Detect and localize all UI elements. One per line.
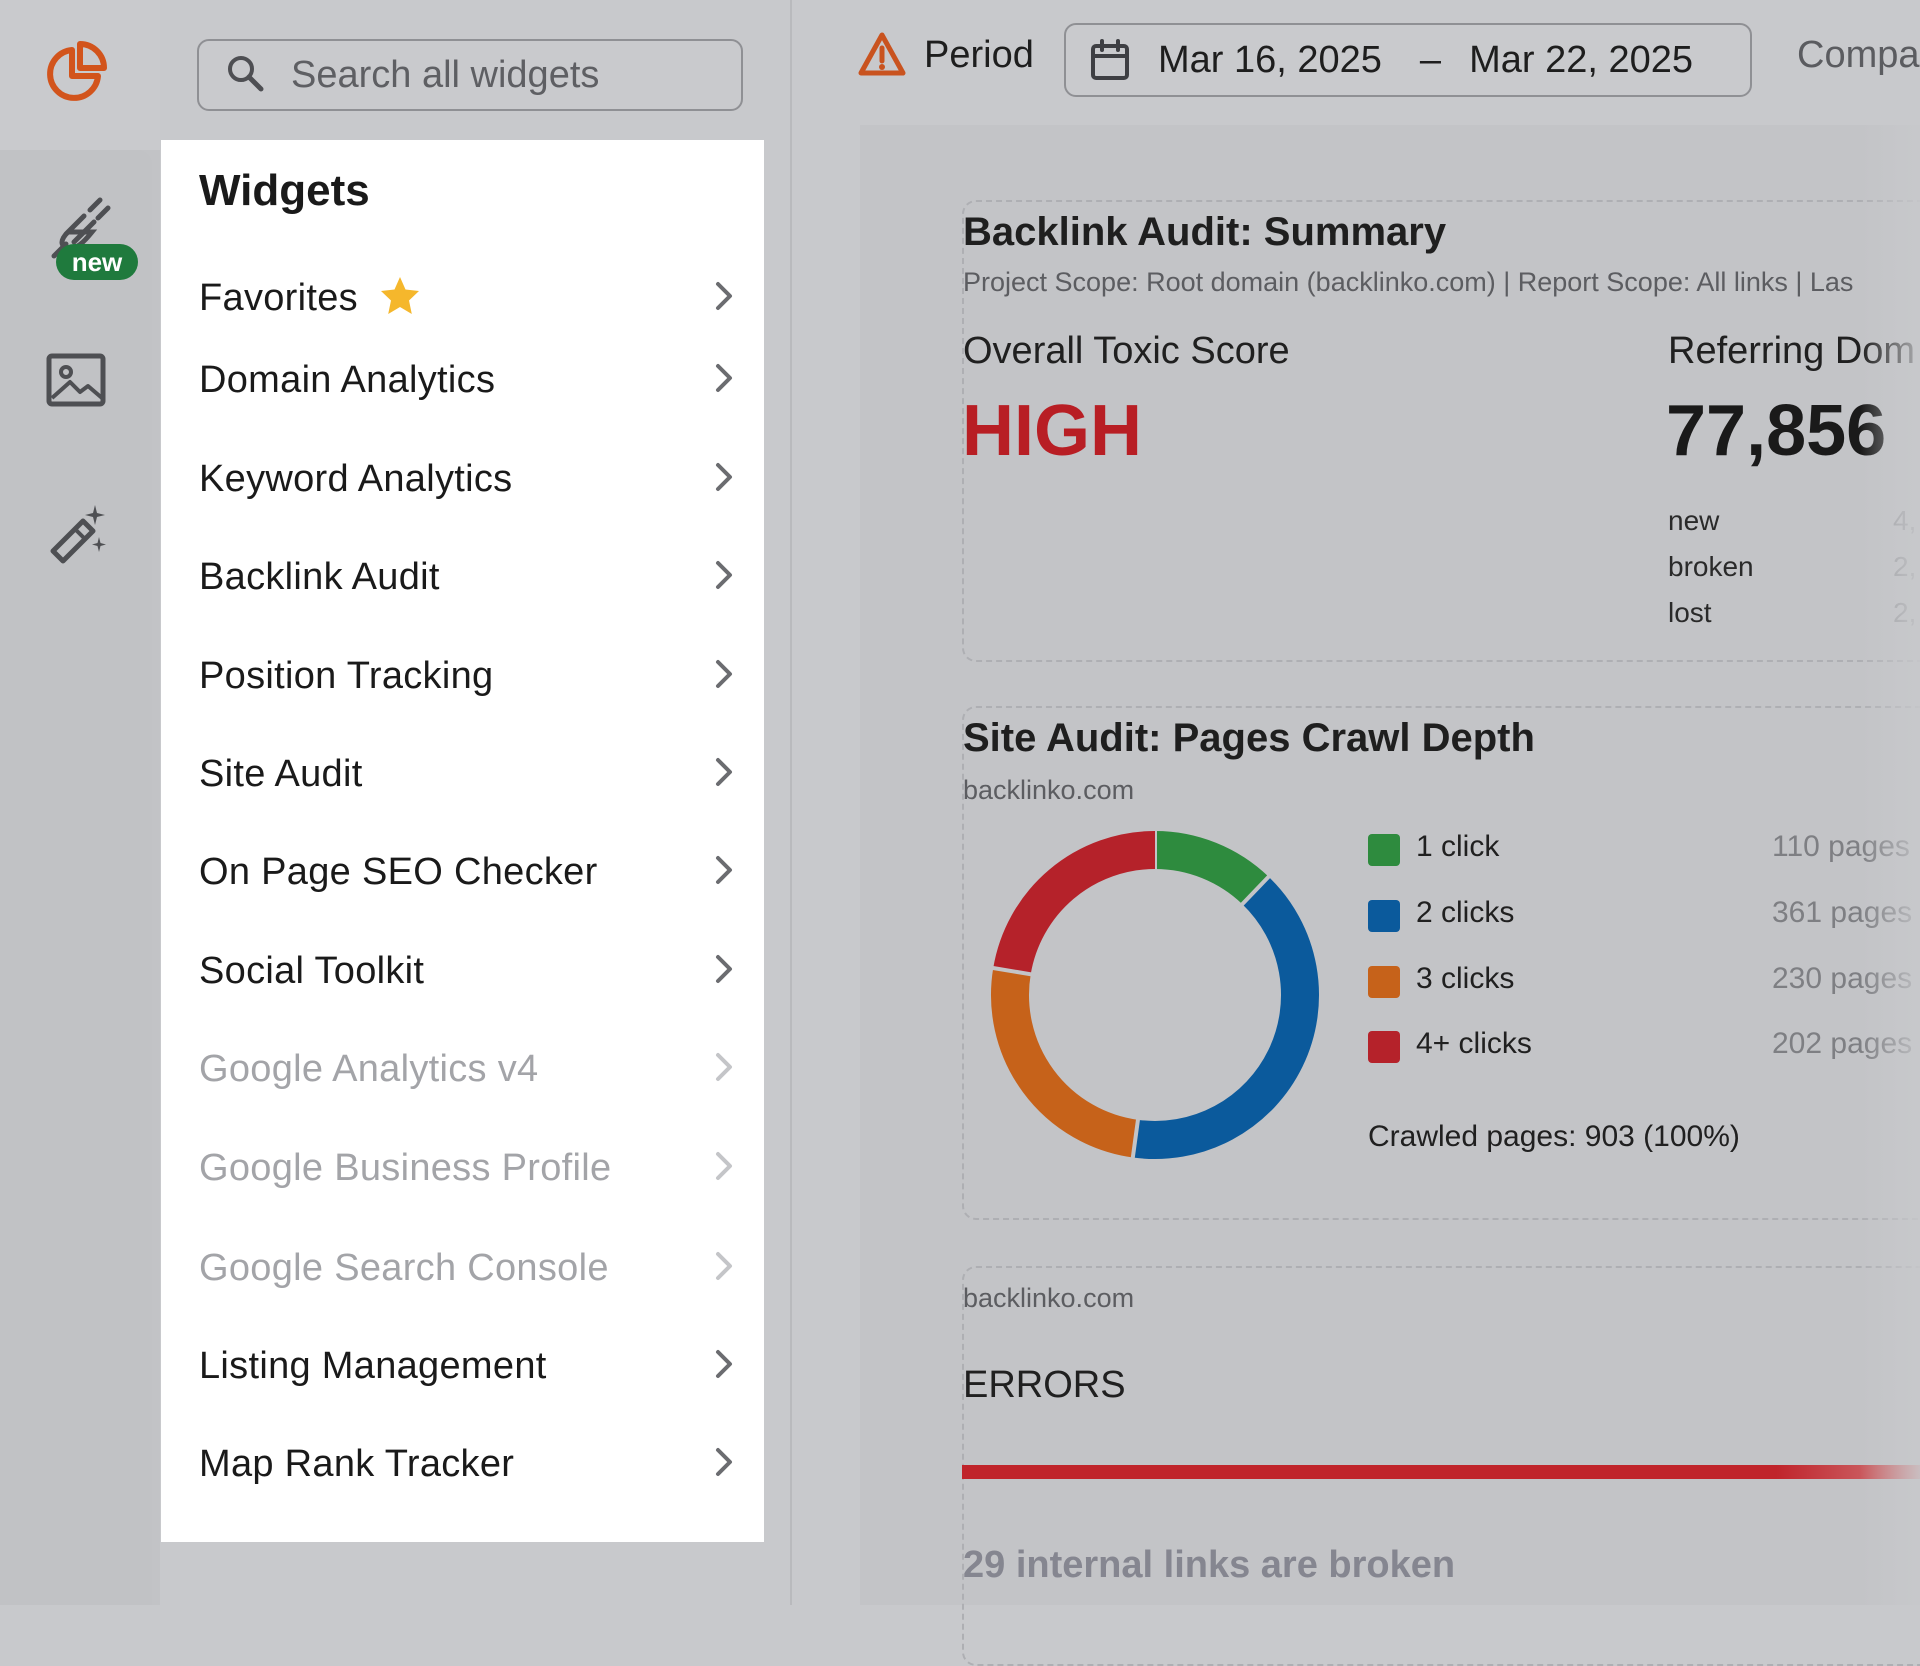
chevron-right-icon: [712, 461, 736, 498]
menu-item-position-tracking[interactable]: Position Tracking: [161, 634, 764, 718]
menu-item-label: On Page SEO Checker: [199, 850, 598, 893]
errors-domain: backlinko.com: [963, 1283, 1135, 1313]
date-range-picker[interactable]: Mar 16, 2025 – Mar 22, 2025: [1064, 23, 1752, 97]
menu-item-label: Listing Management: [199, 1344, 547, 1387]
chevron-right-icon: [712, 854, 736, 891]
legend-swatch: [1368, 900, 1400, 932]
menu-item-label: Social Toolkit: [199, 949, 425, 992]
menu-item-label: Google Search Console: [199, 1246, 609, 1289]
backlink-card-title: Backlink Audit: Summary: [963, 210, 1447, 254]
donut-separator: [1240, 874, 1271, 907]
donut-slice-1: [1154, 831, 1269, 905]
logo-pie-icon[interactable]: [40, 36, 112, 108]
menu-item-domain-analytics[interactable]: Domain Analytics: [161, 338, 764, 422]
menu-item-label: Google Analytics v4: [199, 1047, 539, 1090]
donut-separator: [991, 965, 1033, 977]
compare-label[interactable]: Compa: [1797, 34, 1920, 76]
period-label: Period: [924, 34, 1034, 76]
stat-label-new: new: [1668, 505, 1720, 536]
chevron-right-icon: [712, 362, 736, 399]
toxic-score-value: HIGH: [962, 391, 1142, 471]
menu-item-label: Map Rank Tracker: [199, 1442, 515, 1485]
chevron-right-icon: [712, 559, 736, 596]
toxic-score-label: Overall Toxic Score: [963, 330, 1290, 372]
errors-heading: ERRORS: [963, 1364, 1126, 1406]
magic-wand-icon[interactable]: [40, 496, 116, 572]
chevron-right-icon: [712, 1250, 736, 1287]
legend-label: 2 clicks: [1416, 896, 1515, 929]
legend-swatch: [1368, 966, 1400, 998]
menu-item-map-rank-tracker[interactable]: Map Rank Tracker: [161, 1422, 764, 1506]
chevron-right-icon: [712, 756, 736, 793]
menu-item-label: Keyword Analytics: [199, 457, 513, 500]
search-input[interactable]: [289, 52, 713, 98]
stat-label-lost: lost: [1668, 597, 1712, 628]
stat-label-broken: broken: [1668, 551, 1754, 582]
menu-item-google-search-console: Google Search Console: [161, 1226, 764, 1310]
warning-icon: [858, 32, 906, 81]
star-icon: [378, 274, 422, 323]
menu-item-label: Backlink Audit: [199, 555, 440, 598]
calendar-icon: [1090, 39, 1130, 81]
panel-divider: [790, 0, 792, 1605]
widget-search[interactable]: [197, 39, 743, 111]
menu-item-favorites[interactable]: Favorites: [161, 256, 764, 340]
chevron-right-icon: [712, 1446, 736, 1483]
menu-item-backlink-audit[interactable]: Backlink Audit: [161, 535, 764, 619]
menu-item-social-toolkit[interactable]: Social Toolkit: [161, 929, 764, 1013]
legend-label: 1 click: [1416, 830, 1500, 863]
crawl-depth-legend: 1 click 110 pages 2 clicks 361 pages 3 c…: [1368, 830, 1920, 1070]
backlink-card-subtitle: Project Scope: Root domain (backlinko.co…: [963, 267, 1854, 297]
menu-item-google-analytics-v4: Google Analytics v4: [161, 1027, 764, 1111]
site-audit-domain: backlinko.com: [963, 775, 1135, 805]
menu-item-label: Site Audit: [199, 752, 363, 795]
legend-label: 3 clicks: [1416, 962, 1515, 995]
date-start: Mar 16, 2025: [1158, 38, 1382, 81]
menu-item-google-business-profile: Google Business Profile: [161, 1126, 764, 1210]
referring-domains-value: 77,856: [1666, 391, 1887, 471]
crawl-depth-donut: [991, 830, 1319, 1159]
donut-slice-3: [991, 968, 1139, 1158]
donut-slice-4: [993, 831, 1156, 975]
errors-message: 29 internal links are broken: [963, 1544, 1456, 1586]
chevron-right-icon: [712, 1051, 736, 1088]
chevron-right-icon: [712, 953, 736, 990]
widgets-panel: Widgets Favorites Domain Analytics Keywo…: [161, 140, 764, 1542]
legend-label: 4+ clicks: [1416, 1027, 1532, 1060]
menu-item-listing-management[interactable]: Listing Management: [161, 1324, 764, 1408]
chevron-right-icon: [712, 658, 736, 695]
rail-panel: [0, 150, 152, 1605]
site-audit-title: Site Audit: Pages Crawl Depth: [963, 716, 1535, 760]
menu-item-label: Favorites: [199, 276, 358, 319]
image-icon[interactable]: [40, 344, 112, 416]
menu-item-label: Google Business Profile: [199, 1146, 612, 1189]
menu-item-site-audit[interactable]: Site Audit: [161, 732, 764, 816]
search-icon: [225, 53, 265, 98]
donut-separator: [1130, 1118, 1141, 1159]
new-badge: new: [56, 244, 138, 280]
menu-item-label: Domain Analytics: [199, 358, 496, 401]
chevron-right-icon: [712, 1150, 736, 1187]
legend-swatch: [1368, 1031, 1400, 1063]
crawled-pages-total: Crawled pages: 903 (100%): [1368, 1120, 1740, 1153]
date-end: Mar 22, 2025: [1469, 38, 1693, 81]
chevron-right-icon: [712, 280, 736, 317]
site-audit-card[interactable]: [962, 706, 1920, 1220]
menu-item-label: Position Tracking: [199, 654, 494, 697]
date-separator: –: [1419, 38, 1442, 81]
menu-item-on-page-seo-checker[interactable]: On Page SEO Checker: [161, 830, 764, 914]
errors-bar: [962, 1465, 1920, 1479]
backlink-audit-card[interactable]: [962, 200, 1920, 662]
legend-swatch: [1368, 834, 1400, 866]
menu-item-keyword-analytics[interactable]: Keyword Analytics: [161, 437, 764, 521]
right-fade: [1860, 125, 1920, 1605]
chevron-right-icon: [712, 1348, 736, 1385]
donut-slice-2: [1132, 876, 1319, 1159]
panel-title: Widgets: [199, 166, 370, 215]
